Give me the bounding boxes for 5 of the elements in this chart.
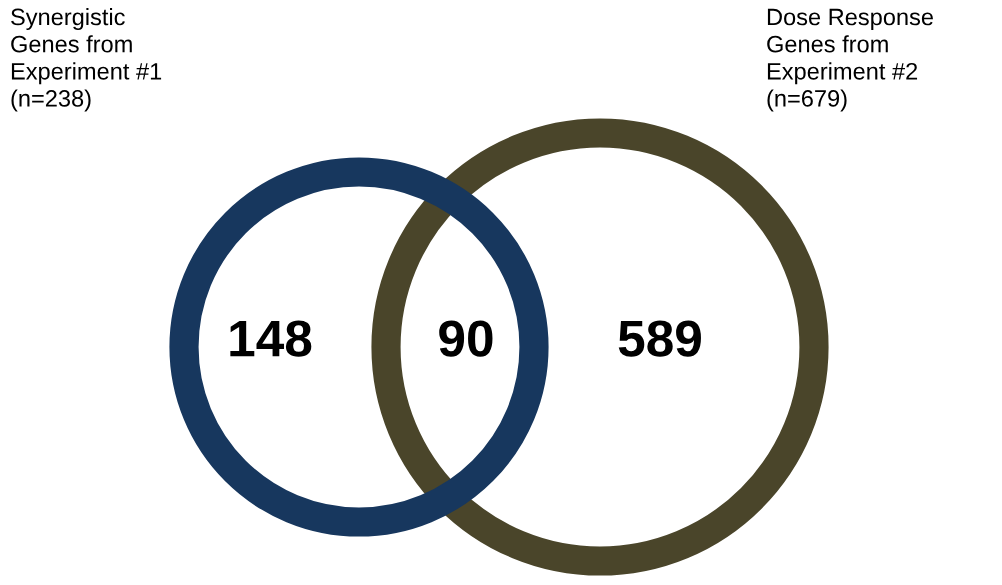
data-label: 148 xyxy=(230,320,312,357)
data-label: 90 xyxy=(439,320,493,357)
text: Synergistic Genes from Experiment #1 (n=238) xyxy=(11,8,162,112)
data-label: 589 xyxy=(618,320,701,357)
text: Dose Response Genes from Experiment #2 (n=679) xyxy=(767,8,933,112)
